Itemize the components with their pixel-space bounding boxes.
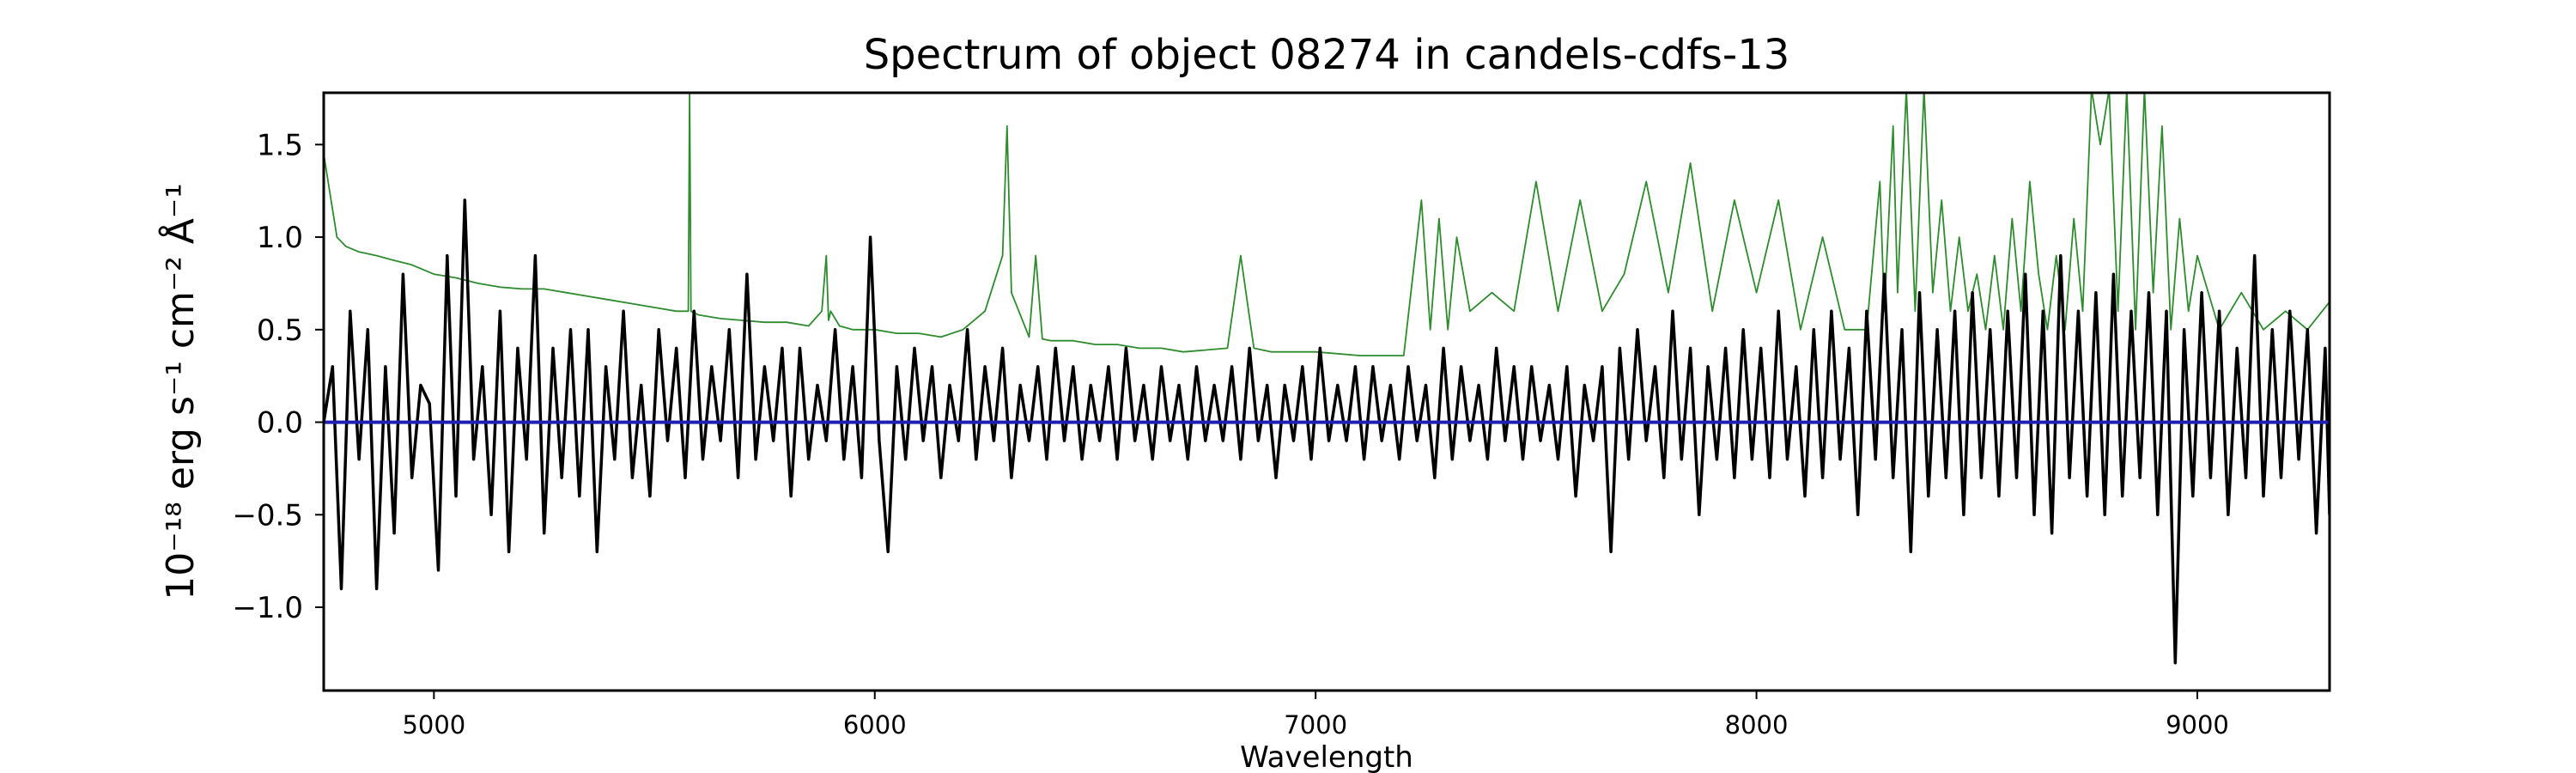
y-axis-label: 10⁻¹⁸ erg s⁻¹ cm⁻² Å⁻¹ (157, 183, 203, 600)
y-tick-label: 1.5 (257, 128, 303, 162)
y-axis: 1.5 1.0 0.5 0.0 −0.5 −1.0 (232, 128, 324, 625)
y-tick-label: 0.5 (257, 313, 303, 348)
series-layer (324, 93, 2330, 665)
x-tick-label: 8000 (1725, 710, 1789, 740)
plot-frame (322, 91, 2331, 692)
x-axis: 5000 6000 7000 8000 9000 (402, 691, 2229, 740)
series-line-0 (324, 198, 2330, 665)
y-tick-label: 0.0 (257, 406, 303, 441)
x-tick-label: 6000 (843, 710, 907, 740)
y-tick-label: −1.0 (232, 591, 303, 625)
x-tick-label: 9000 (2166, 710, 2229, 740)
x-axis-label: Wavelength (1240, 740, 1413, 773)
x-tick-label: 7000 (1284, 710, 1347, 740)
x-tick-label: 5000 (402, 710, 465, 740)
y-tick-label: −0.5 (232, 498, 303, 533)
chart-title: Spectrum of object 08274 in candels-cdfs… (864, 31, 1790, 79)
y-tick-label: 1.0 (257, 221, 303, 255)
